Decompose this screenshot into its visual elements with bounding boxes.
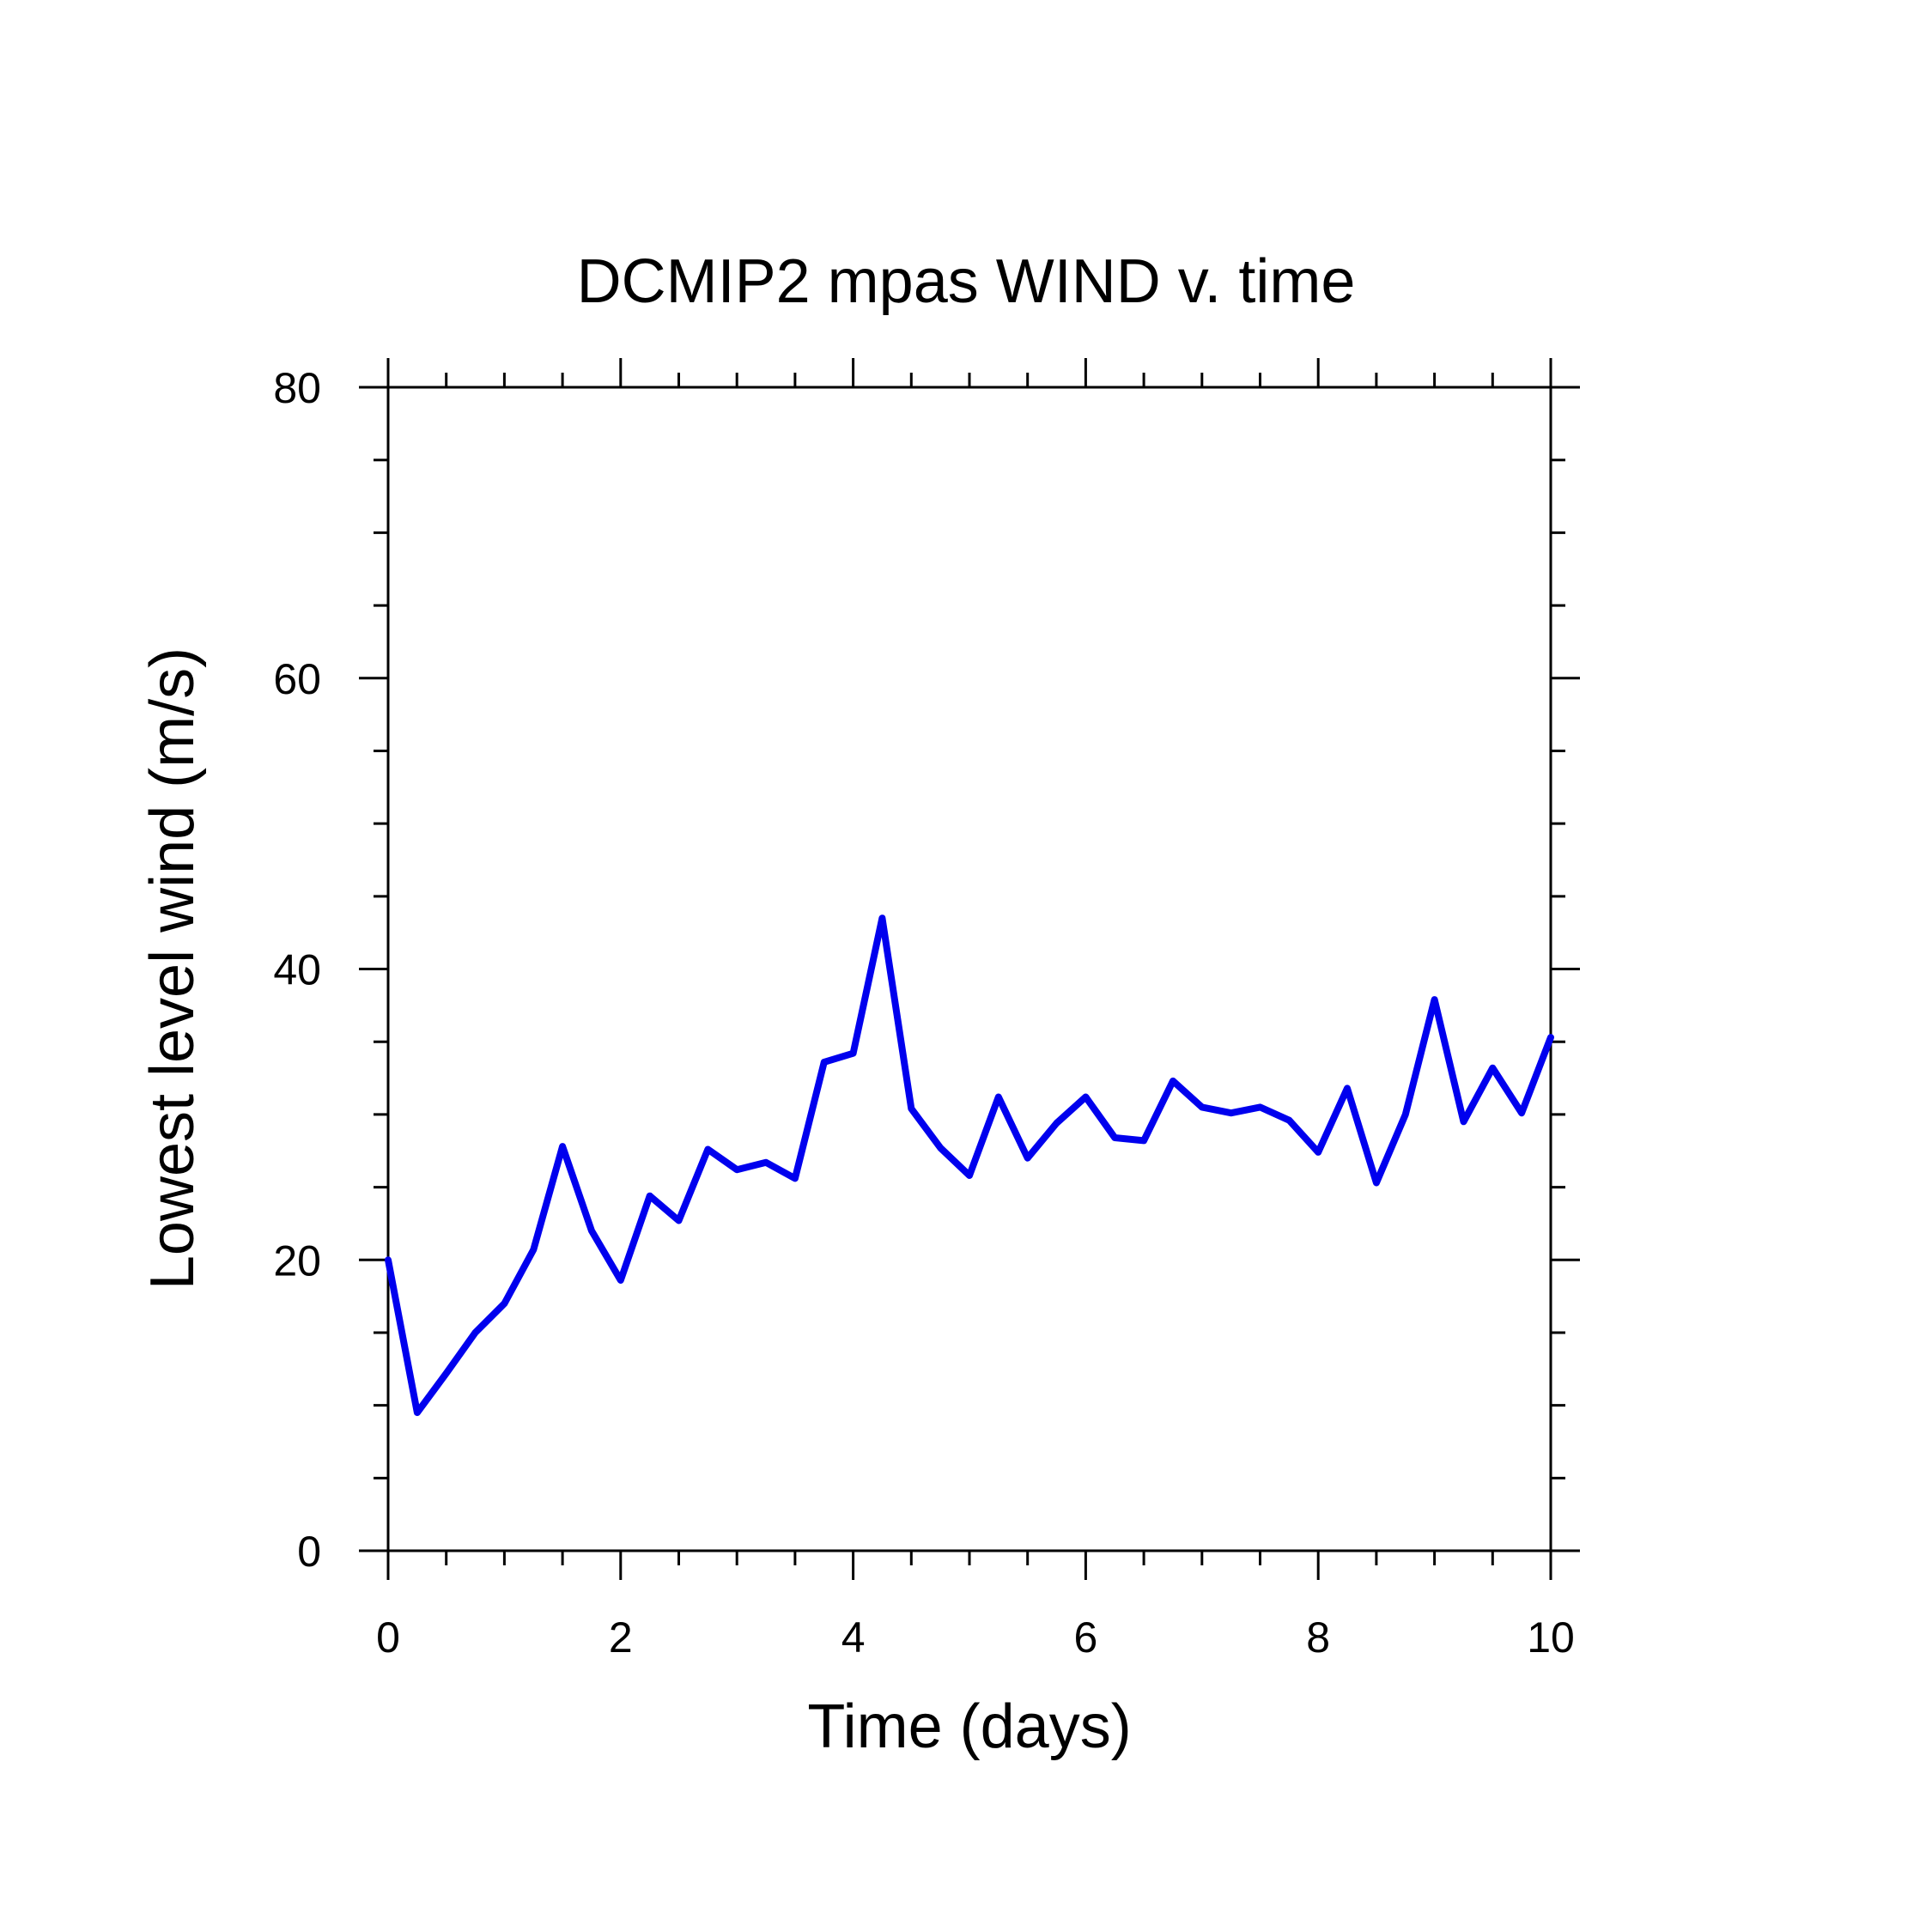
x-axis-title: Time (days) [807, 1692, 1131, 1761]
x-tick-label: 6 [1073, 1613, 1097, 1662]
y-tick-label: 80 [273, 364, 321, 412]
y-tick-label: 20 [273, 1236, 321, 1285]
y-axis-title: Lowest level wind (m/s) [138, 647, 207, 1290]
axis-tick-labels: 0 2 4 6 8 10 0 20 40 60 80 [273, 364, 1574, 1662]
y-tick-label: 60 [273, 655, 321, 703]
x-tick-label: 0 [376, 1613, 400, 1662]
wind-series-line [385, 914, 1554, 1417]
y-tick-label: 0 [297, 1528, 321, 1576]
axis-ticks [359, 358, 1580, 1580]
x-tick-label: 2 [609, 1613, 633, 1662]
chart-title: DCMIP2 mpas WIND v. time [577, 247, 1356, 316]
y-tick-label: 40 [273, 946, 321, 994]
x-tick-label: 8 [1306, 1613, 1330, 1662]
x-tick-label: 4 [841, 1613, 866, 1662]
plot-frame [386, 386, 1552, 1552]
x-tick-label: 10 [1527, 1613, 1575, 1662]
